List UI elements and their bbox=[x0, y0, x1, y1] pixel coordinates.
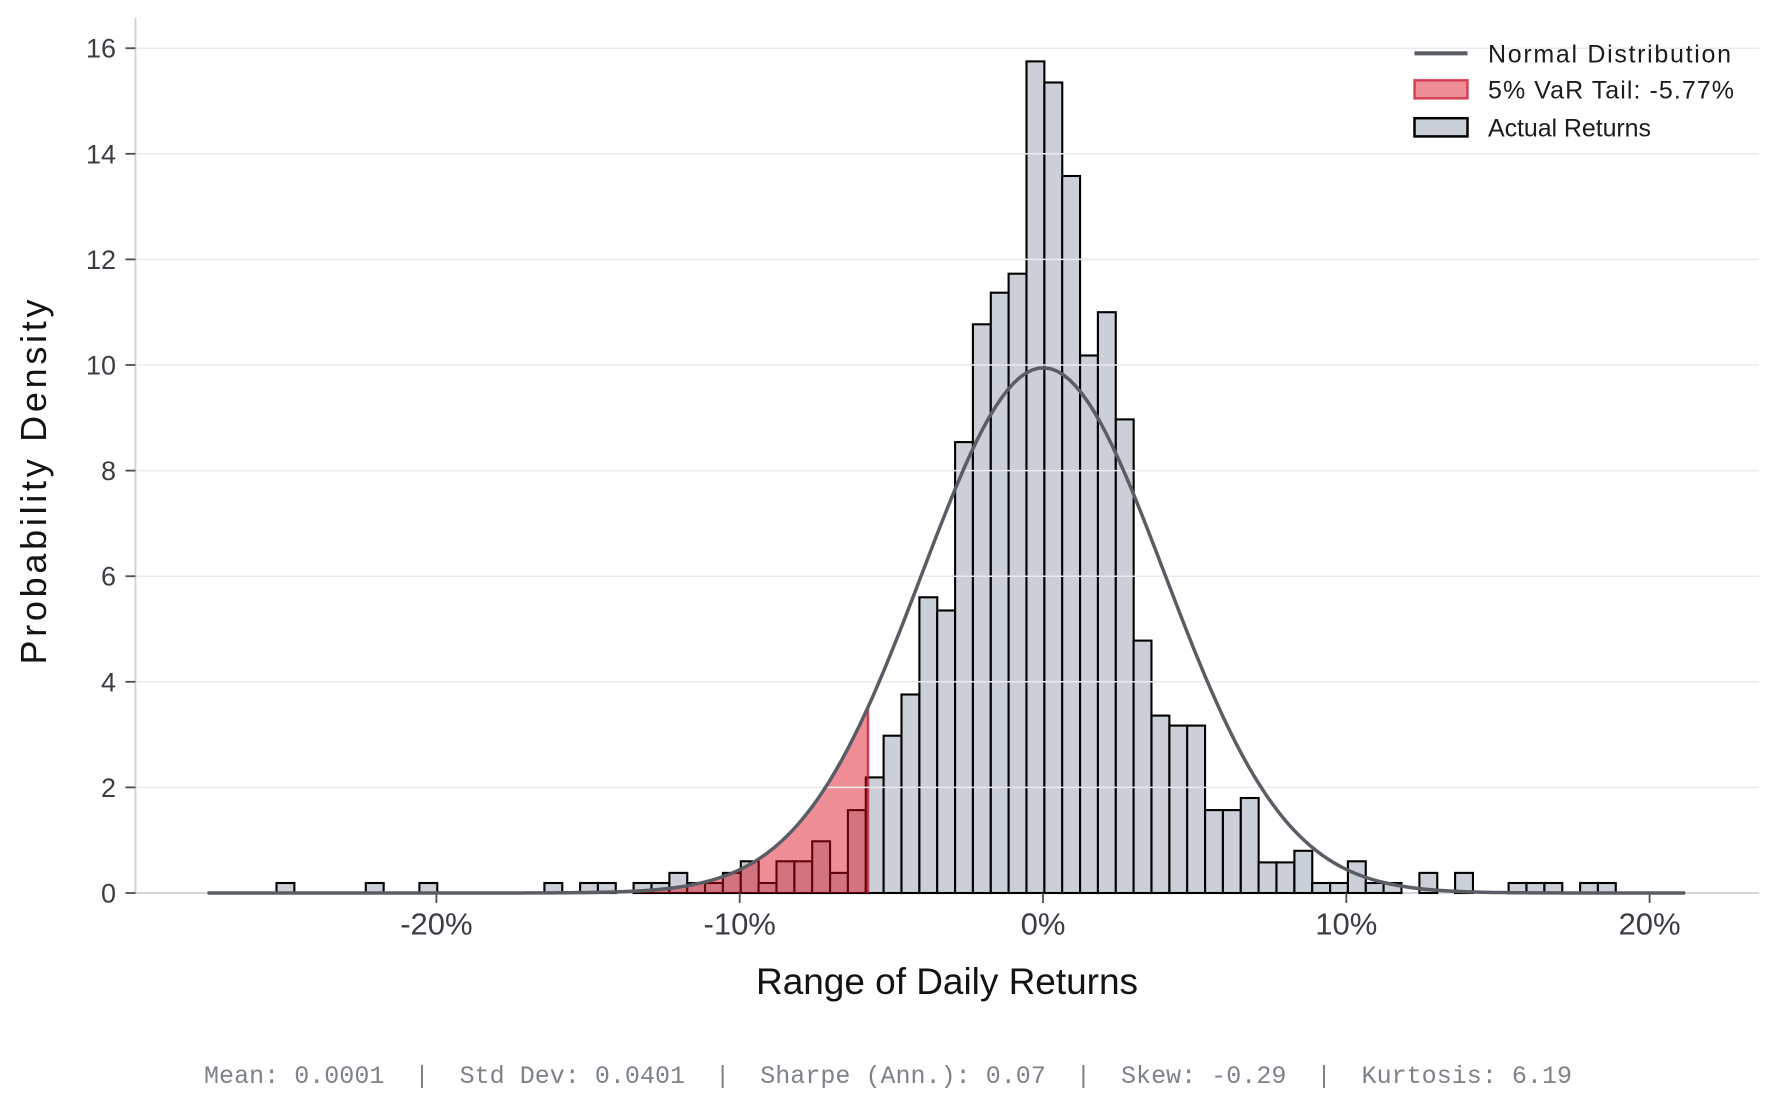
svg-text:12: 12 bbox=[86, 245, 116, 275]
svg-text:Mean: 0.0001 | Std Dev: 0.04: Mean: 0.0001 | Std Dev: 0.0401 | Sharpe … bbox=[204, 1062, 1572, 1091]
svg-text:-20%: -20% bbox=[400, 907, 472, 942]
svg-text:14: 14 bbox=[86, 139, 116, 169]
svg-text:4: 4 bbox=[101, 667, 116, 697]
svg-text:2: 2 bbox=[101, 773, 116, 803]
svg-text:Range of Daily Returns: Range of Daily Returns bbox=[756, 961, 1138, 1002]
svg-text:-10%: -10% bbox=[704, 907, 776, 942]
svg-text:Normal Distribution: Normal Distribution bbox=[1488, 41, 1731, 69]
svg-text:0%: 0% bbox=[1021, 907, 1066, 942]
svg-text:0: 0 bbox=[101, 879, 116, 909]
svg-text:Probability Density: Probability Density bbox=[13, 300, 54, 665]
svg-text:10: 10 bbox=[86, 351, 116, 381]
svg-text:20%: 20% bbox=[1619, 907, 1681, 942]
svg-text:10%: 10% bbox=[1315, 907, 1377, 942]
svg-text:6: 6 bbox=[101, 562, 116, 592]
svg-text:16: 16 bbox=[86, 34, 116, 64]
svg-text:8: 8 bbox=[101, 456, 116, 486]
svg-text:5% VaR Tail: -5.77%: 5% VaR Tail: -5.77% bbox=[1488, 77, 1734, 105]
svg-text:Actual Returns: Actual Returns bbox=[1488, 115, 1651, 143]
